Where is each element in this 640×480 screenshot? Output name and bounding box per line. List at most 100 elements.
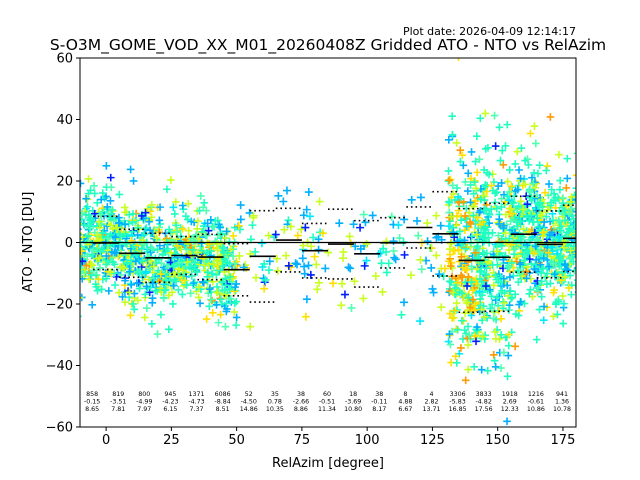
scatter-point: [448, 181, 457, 190]
scatter-point: [132, 257, 140, 266]
scatter-point: [193, 225, 202, 233]
scatter-point: [567, 251, 576, 260]
scatter-point: [88, 301, 96, 309]
scatter-point: [514, 278, 523, 286]
scatter-point: [493, 218, 502, 227]
scatter-point: [481, 223, 489, 231]
scatter-point: [497, 364, 505, 372]
scatter-point: [566, 271, 574, 280]
scatter-point: [537, 269, 545, 277]
scatter-point: [345, 232, 354, 241]
scatter-point: [482, 282, 490, 290]
scatter-point: [511, 342, 519, 351]
scatter-point: [201, 257, 210, 265]
bin-mean-label: -0.15: [84, 399, 100, 406]
scatter-point: [382, 237, 391, 246]
x-tick-label: 0: [102, 433, 110, 448]
bin-std-label: 17.56: [475, 406, 493, 413]
scatter-point: [481, 145, 490, 153]
scatter-point: [123, 240, 131, 248]
scatter-point: [489, 351, 498, 359]
scatter-point: [106, 213, 114, 222]
scatter-point: [90, 209, 99, 218]
scatter-point: [541, 188, 549, 197]
scatter-point: [104, 234, 112, 243]
scatter-point: [407, 271, 416, 280]
scatter-point: [382, 268, 391, 277]
scatter-point: [121, 230, 130, 238]
scatter-point: [115, 288, 123, 297]
scatter-point: [91, 280, 100, 288]
scatter-point: [205, 302, 214, 311]
scatter-point: [467, 278, 476, 286]
scatter-point: [573, 220, 576, 222]
scatter-point: [464, 169, 473, 178]
scatter-point: [318, 229, 327, 238]
scatter-point: [542, 166, 551, 175]
scatter-point: [503, 264, 512, 272]
scatter-point: [221, 274, 230, 283]
bin-mean-label: -4.50: [241, 399, 257, 406]
scatter-point: [248, 221, 257, 230]
bin-mean-label: 0.78: [268, 399, 282, 406]
scatter-point: [219, 244, 227, 252]
scatter-point: [298, 254, 307, 263]
scatter-point: [222, 258, 230, 267]
scatter-point: [171, 226, 180, 235]
scatter-point: [178, 201, 187, 210]
scatter-point: [440, 264, 449, 273]
scatter-point: [509, 271, 518, 280]
scatter-point: [291, 259, 300, 268]
scatter-point: [501, 142, 510, 150]
scatter-point: [448, 130, 457, 139]
scatter-point: [503, 281, 512, 290]
scatter-point: [563, 233, 572, 242]
scatter-point: [479, 237, 488, 246]
bin-mean-label: -8.84: [214, 399, 230, 406]
scatter-point: [436, 221, 445, 230]
scatter-point: [166, 276, 174, 285]
scatter-point: [457, 58, 460, 61]
scatter-point: [416, 255, 425, 264]
scatter-point: [486, 285, 494, 294]
scatter-point: [203, 231, 211, 240]
y-tick-label: −20: [46, 298, 73, 313]
scatter-point: [251, 247, 260, 256]
scatter-point: [455, 288, 464, 296]
scatter-point: [466, 198, 475, 207]
scatter-point: [148, 201, 156, 209]
bin-mean-label: 2.69: [503, 399, 517, 406]
scatter-point: [301, 223, 310, 232]
scatter-point: [445, 330, 454, 338]
scatter-point: [349, 220, 358, 229]
scatter-point: [118, 293, 127, 301]
scatter-point: [80, 315, 82, 318]
scatter-point: [461, 178, 470, 186]
scatter-point: [236, 201, 245, 210]
scatter-point: [85, 211, 93, 219]
scatter-point: [472, 337, 480, 346]
scatter-point: [89, 246, 97, 255]
scatter-point: [466, 303, 475, 312]
scatter-point: [229, 232, 238, 240]
scatter-point: [483, 168, 491, 177]
scatter-point: [182, 212, 190, 220]
scatter-point: [148, 244, 156, 253]
scatter-point: [106, 221, 115, 230]
scatter-point: [196, 192, 205, 200]
scatter-point: [504, 330, 513, 339]
scatter-point: [314, 278, 323, 287]
scatter-point: [121, 220, 129, 229]
bin-count-label: 52: [245, 391, 253, 398]
scatter-point: [503, 372, 512, 381]
scatter-point: [543, 280, 551, 289]
scatter-point: [573, 244, 576, 247]
scatter-point: [500, 299, 509, 307]
scatter-point: [491, 362, 500, 371]
scatter-point: [80, 242, 85, 251]
scatter-point: [236, 215, 245, 224]
scatter-point: [127, 236, 136, 245]
scatter-point: [481, 109, 490, 118]
scatter-point: [169, 203, 178, 212]
y-tick-label: −40: [46, 359, 73, 374]
